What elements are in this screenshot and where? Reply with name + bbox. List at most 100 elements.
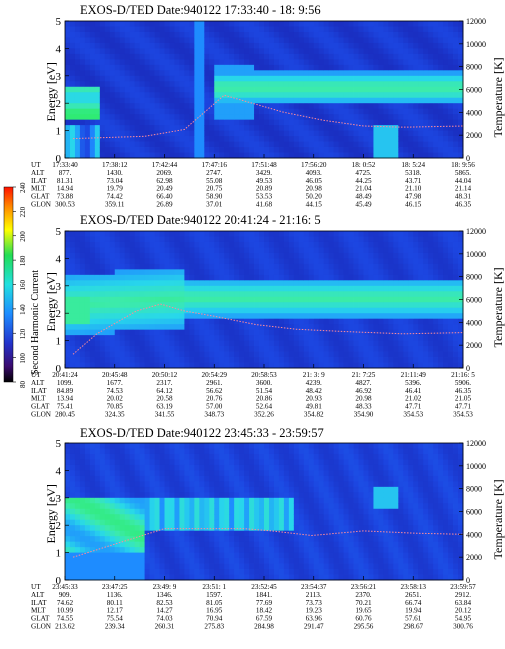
heatmap-cell [234, 114, 240, 121]
heatmap-cell [169, 130, 175, 137]
heatmap-cell [149, 280, 155, 287]
heatmap-cell [154, 492, 160, 499]
y2-tick-label: 8000 [466, 63, 482, 72]
heatmap-cell [418, 48, 424, 55]
heatmap-cell [139, 231, 146, 237]
heatmap-cell [164, 141, 170, 148]
heatmap-cell [224, 263, 230, 270]
heatmap-cell [84, 26, 91, 33]
heatmap-cell [353, 48, 359, 55]
heatmap-cell [204, 443, 210, 449]
heatmap-cell [264, 152, 270, 159]
heatmap-cell [124, 340, 131, 347]
heatmap-cell [368, 42, 374, 49]
heatmap-cell [278, 340, 285, 347]
heatmap-cell [323, 263, 330, 270]
heatmap-cell [109, 70, 116, 77]
heatmap-cell [159, 541, 165, 548]
heatmap-cell [343, 130, 349, 137]
heatmap-cell [298, 75, 305, 82]
heatmap-cell [104, 147, 111, 153]
heatmap-cell [184, 258, 190, 265]
heatmap-cell [139, 37, 146, 44]
heatmap-cell [139, 569, 146, 575]
heatmap-cell [293, 152, 300, 159]
heatmap-cell [343, 318, 349, 325]
heatmap-cell [373, 357, 379, 363]
heatmap-cell [264, 335, 270, 341]
table-cell: 1677. [107, 379, 123, 387]
heatmap-cell [224, 64, 230, 71]
heatmap-cell [288, 274, 295, 281]
heatmap-cell [144, 357, 150, 363]
heatmap-cell [219, 285, 225, 292]
heatmap-cell [194, 152, 200, 159]
heatmap-cell [239, 141, 245, 148]
heatmap-cell [249, 236, 255, 243]
heatmap-cell [368, 236, 374, 243]
heatmap-cell [453, 92, 459, 99]
heatmap-cell [159, 285, 165, 292]
heatmap-cell [443, 26, 449, 33]
heatmap-cell [129, 147, 136, 153]
heatmap-cell [244, 258, 250, 265]
heatmap-cell [144, 236, 150, 243]
heatmap-cell [114, 503, 121, 510]
heatmap-cell [234, 42, 240, 49]
heatmap-cell [224, 285, 230, 292]
heatmap-cell [323, 70, 330, 77]
heatmap-cell [139, 119, 146, 126]
heatmap-cell [423, 296, 429, 303]
heatmap-cell [224, 108, 230, 115]
heatmap-cell [184, 274, 190, 281]
heatmap-cell [264, 21, 270, 27]
heatmap-cell [229, 362, 235, 369]
heatmap-cell [194, 448, 200, 455]
heatmap-cell [129, 59, 136, 66]
heatmap-cell [293, 103, 300, 110]
heatmap-cell [388, 236, 394, 243]
heatmap-cell [214, 280, 220, 287]
heatmap-cell [403, 247, 409, 254]
heatmap-cell [84, 351, 91, 358]
heatmap-cell [179, 70, 185, 77]
heatmap-cell [144, 130, 150, 137]
heatmap-cell [154, 130, 160, 137]
heatmap-cell [328, 26, 335, 33]
heatmap-cell [353, 296, 359, 303]
heatmap-cell [169, 37, 175, 44]
heatmap-cell [89, 519, 96, 526]
heatmap-cell [154, 530, 160, 537]
heatmap-cell [443, 37, 449, 44]
heatmap-cell [84, 525, 91, 532]
heatmap-cell [159, 530, 165, 537]
table-cell: 47.98 [405, 193, 422, 201]
heatmap-cell [443, 103, 449, 110]
heatmap-cell [328, 335, 335, 341]
heatmap-cell [323, 291, 330, 298]
heatmap-cell [318, 37, 325, 44]
heatmap-cell [69, 274, 76, 281]
heatmap-cell [433, 152, 439, 159]
heatmap-cell [134, 519, 141, 526]
heatmap-cell [288, 64, 295, 71]
heatmap-cell [194, 97, 200, 104]
heatmap-cell [89, 108, 96, 115]
heatmap-cell [378, 247, 384, 254]
heatmap-cell [109, 519, 116, 526]
heatmap-cell [184, 318, 190, 325]
heatmap-cell [144, 103, 150, 110]
heatmap-cell [408, 296, 414, 303]
heatmap-cell [219, 86, 225, 93]
heatmap-cell [453, 241, 459, 248]
heatmap-cell [199, 114, 205, 121]
heatmap-cell [189, 152, 195, 159]
heatmap-cell [209, 324, 215, 331]
heatmap-cell [179, 285, 185, 292]
heatmap-cell [278, 335, 285, 341]
heatmap-cell [388, 318, 394, 325]
heatmap-cell [204, 236, 210, 243]
heatmap-cell [433, 285, 439, 292]
heatmap-cell [209, 37, 215, 44]
heatmap-cell [65, 552, 71, 559]
